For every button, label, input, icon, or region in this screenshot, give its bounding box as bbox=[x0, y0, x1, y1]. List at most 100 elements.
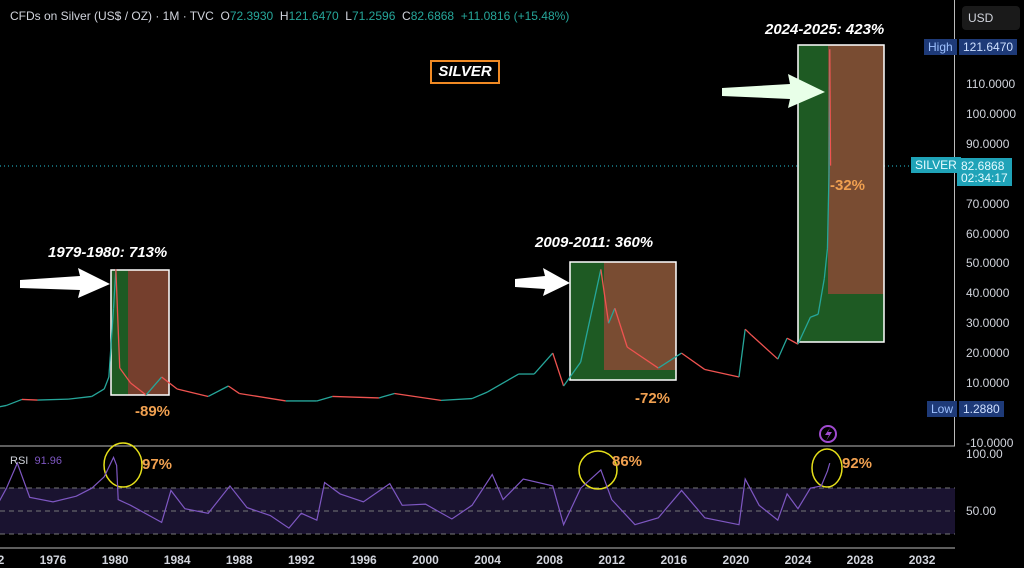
year-tick: 2024 bbox=[784, 553, 812, 567]
price-segment bbox=[738, 329, 746, 378]
year-tick: 1984 bbox=[163, 553, 191, 567]
price-tick: 50.0000 bbox=[966, 256, 1010, 271]
price-segment bbox=[810, 313, 819, 318]
rsi-legend: RSI 91.96 bbox=[10, 455, 62, 467]
price-segment bbox=[207, 385, 229, 398]
price-segment bbox=[608, 308, 616, 324]
bar-countdown: 02:34:17 bbox=[961, 171, 1008, 185]
price-segment bbox=[6, 398, 23, 407]
drop-2009-2011: -72% bbox=[635, 390, 671, 407]
close-value: 82.6868 bbox=[410, 9, 455, 23]
high-value: 121.6470 bbox=[288, 9, 339, 23]
price-segment bbox=[471, 391, 488, 400]
price-tick: 60.0000 bbox=[966, 226, 1010, 241]
price-segment bbox=[657, 352, 682, 369]
price-segment bbox=[21, 398, 38, 401]
rsi-line bbox=[0, 455, 831, 529]
low-label: Low bbox=[927, 401, 958, 417]
price-segment bbox=[614, 308, 628, 348]
rsi-tick: 50.00 bbox=[966, 504, 997, 518]
box-2024-2025 bbox=[797, 44, 885, 343]
price-segment bbox=[440, 397, 473, 401]
price-tick: -10.0000 bbox=[966, 435, 1014, 450]
price-series bbox=[0, 49, 832, 408]
price-segment bbox=[744, 328, 752, 336]
high-label: High bbox=[924, 39, 957, 55]
year-tick: 1976 bbox=[39, 553, 67, 567]
box-1979-1980 bbox=[110, 269, 170, 396]
price-segment bbox=[626, 346, 659, 369]
year-tick: 2016 bbox=[660, 553, 688, 567]
price-segment bbox=[600, 269, 610, 324]
low-value: 71.2596 bbox=[351, 9, 396, 23]
year-tick: 2028 bbox=[846, 553, 874, 567]
price-segment bbox=[145, 376, 163, 396]
price-segment bbox=[797, 316, 811, 345]
price-segment bbox=[580, 269, 602, 363]
currency-button[interactable]: USD bbox=[962, 6, 1020, 30]
price-segment bbox=[332, 395, 379, 399]
low-price-tag: 1.2880 bbox=[959, 401, 1004, 417]
price-segment bbox=[826, 173, 830, 249]
price-segment bbox=[130, 382, 147, 396]
price-segment bbox=[681, 352, 706, 371]
highlight-circle-icon bbox=[103, 442, 843, 490]
annotation-1979-1980: 1979-1980: 713% bbox=[48, 244, 168, 261]
high-price-tag: 121.6470 bbox=[959, 39, 1018, 55]
price-segment bbox=[177, 388, 209, 398]
price-tick: 40.0000 bbox=[966, 286, 1010, 301]
year-tick: 2000 bbox=[412, 553, 439, 567]
price-tick: 10.0000 bbox=[966, 376, 1010, 390]
year-tick: 1980 bbox=[101, 553, 129, 567]
arrow-icon bbox=[20, 74, 825, 298]
drop-1979-1980: -89% bbox=[135, 403, 171, 420]
drop-2024-2025: -32% bbox=[830, 177, 866, 194]
price-segment bbox=[378, 392, 395, 399]
price-segment bbox=[228, 385, 240, 395]
price-tick: 20.0000 bbox=[966, 346, 1010, 361]
rsi-2024-2025: 92% bbox=[842, 455, 873, 472]
year-tick: 2012 bbox=[598, 553, 626, 567]
rsi-2009-2011: 86% bbox=[612, 453, 643, 470]
price-pane[interactable]: CFDs on Silver (US$ / OZ) · 1M · TVC O72… bbox=[0, 0, 955, 446]
year-tick: 2004 bbox=[474, 553, 501, 567]
year-tick: 1972 bbox=[0, 553, 5, 567]
open-value: 72.3930 bbox=[229, 9, 274, 23]
price-segment bbox=[777, 337, 788, 360]
price-segment bbox=[91, 388, 105, 398]
price-segment bbox=[0, 404, 7, 408]
price-segment bbox=[115, 269, 121, 369]
symbol-title: CFDs on Silver (US$ / OZ) · 1M · TVC bbox=[10, 9, 214, 23]
price-segment bbox=[704, 368, 740, 378]
year-tick: 2020 bbox=[722, 553, 750, 567]
price-segment bbox=[119, 367, 132, 384]
price-segment bbox=[817, 278, 825, 315]
year-tick: 1988 bbox=[225, 553, 253, 567]
annotation-2009-2011: 2009-2011: 360% bbox=[535, 234, 654, 251]
price-segment bbox=[103, 376, 110, 390]
price-segment bbox=[37, 398, 69, 401]
annotation-2024-2025: 2024-2025: 423% bbox=[765, 21, 885, 38]
box-2009-2011 bbox=[569, 261, 677, 381]
chart-title-badge: SILVER bbox=[430, 60, 500, 84]
lightning-icon bbox=[819, 425, 837, 443]
year-tick: 1992 bbox=[287, 553, 315, 567]
rsi-value: 91.96 bbox=[34, 455, 62, 467]
price-segment bbox=[161, 376, 178, 390]
price-tick: 90.0000 bbox=[966, 136, 1010, 151]
price-segment bbox=[750, 334, 779, 360]
price-segment bbox=[552, 352, 565, 387]
price-segment bbox=[533, 352, 554, 375]
year-tick: 2032 bbox=[908, 553, 936, 567]
symbol-legend: CFDs on Silver (US$ / OZ) · 1M · TVC O72… bbox=[10, 9, 570, 23]
price-segment bbox=[829, 49, 832, 166]
price-segment bbox=[68, 395, 92, 400]
price-segment bbox=[487, 373, 519, 393]
change-value: +11.0816 (+15.48%) bbox=[460, 9, 570, 23]
rsi-1979-1980: 97% bbox=[142, 456, 173, 473]
price-tick: 70.0000 bbox=[966, 196, 1010, 211]
price-axis[interactable]: USD bbox=[956, 0, 1024, 568]
year-tick: 2008 bbox=[536, 553, 563, 567]
price-segment bbox=[563, 361, 582, 387]
price-segment bbox=[316, 395, 333, 402]
